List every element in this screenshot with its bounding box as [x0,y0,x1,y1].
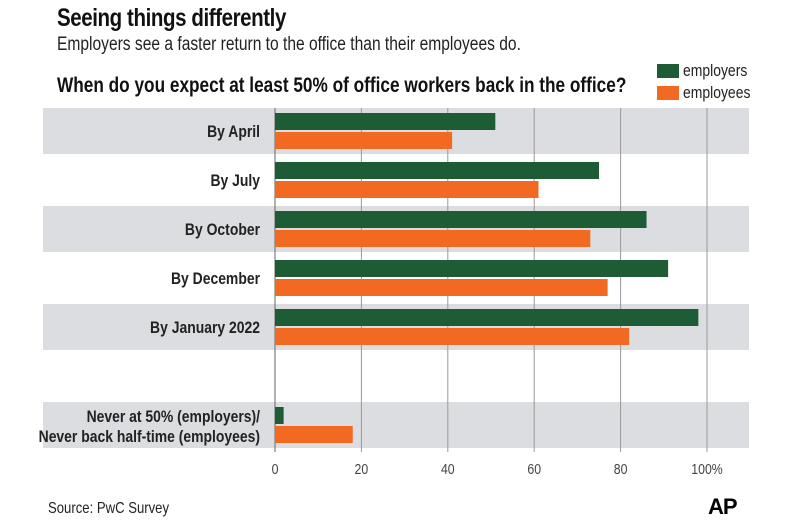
bar-employees [275,279,608,296]
tick-label: 60 [527,461,541,477]
legend-employers: employers [657,61,761,81]
category-label: By October [185,221,260,240]
bar-employees [275,328,630,345]
bar-employers [275,211,647,228]
category-label: Never at 50% (employers)/ [87,408,261,427]
row-band [43,402,749,448]
bar-employees [275,230,591,247]
tick-label: 0 [272,461,279,477]
tick-label: 100% [691,461,722,477]
bar-employees [275,181,539,198]
legend-label: employees [683,83,751,102]
category-label: Never back half-time (employees) [39,428,260,447]
tick-label: 80 [614,461,628,477]
tick-label: 20 [355,461,369,477]
category-label: By December [171,270,260,289]
ap-logo: AP [708,494,738,519]
bar-employees [275,426,353,443]
chart-subtitle: Employers see a faster return to the off… [57,34,521,55]
category-label: By April [207,123,260,142]
chart-title: Seeing things differently [57,4,286,32]
category-label: By July [210,172,260,191]
chart-question: When do you expect at least 50% of offic… [57,74,627,97]
tick-label: 40 [441,461,455,477]
legend-swatch-employers [657,64,679,78]
bar-employers [275,162,599,179]
bar-employees [275,132,453,149]
bar-employers [275,309,699,326]
legend-swatch-employees [657,86,679,100]
bar-employers [275,407,284,424]
bar-employers [275,113,496,130]
bar-employers [275,260,669,277]
legend-employees: employees [657,83,765,103]
legend-label: employers [683,61,748,80]
source-note: Source: PwC Survey [48,500,170,517]
category-label: By January 2022 [150,319,260,338]
